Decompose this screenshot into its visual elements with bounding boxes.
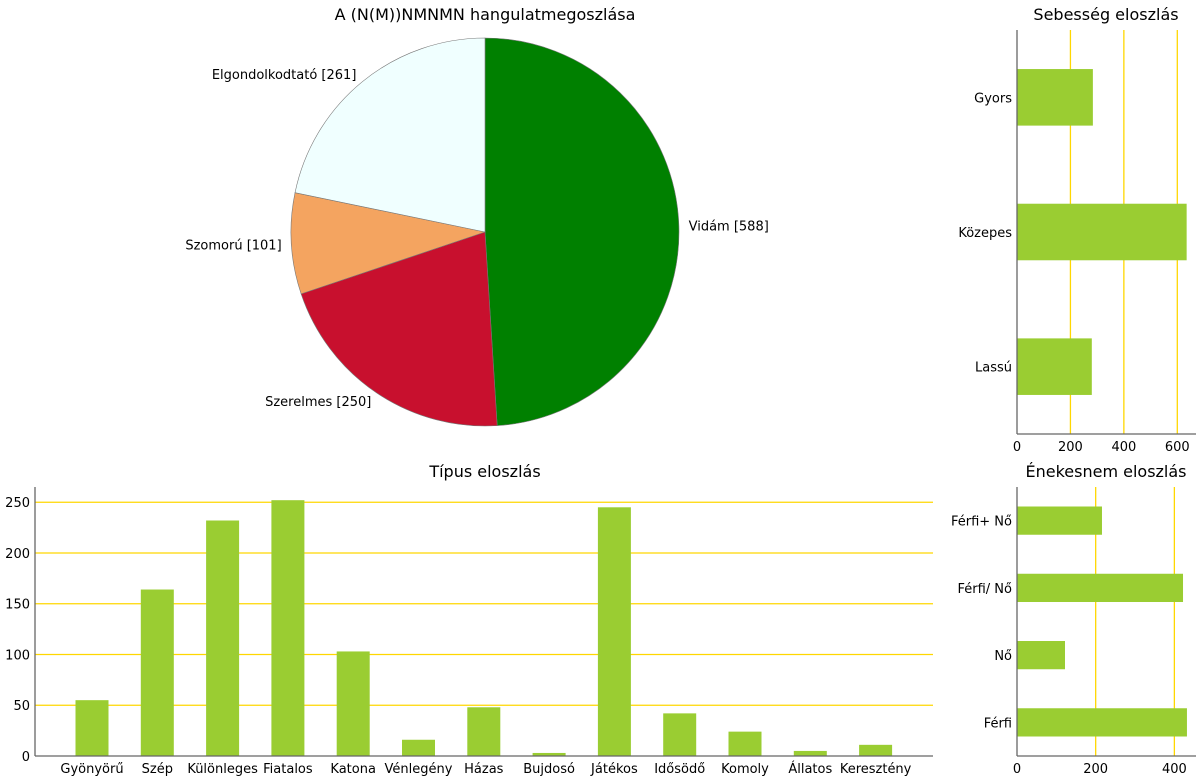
pie-slice-label: Elgondolkodtató [261] — [212, 68, 357, 83]
speed-chart-title: Sebesség eloszlás — [1033, 5, 1178, 24]
bar — [336, 651, 370, 756]
bar — [1017, 338, 1092, 395]
x-tick-label: Bujdosó — [523, 762, 575, 777]
x-tick-label: Játékos — [590, 762, 638, 777]
y-tick-label: 100 — [5, 648, 30, 663]
bar — [1017, 641, 1065, 670]
bar — [532, 752, 566, 756]
bar — [793, 750, 827, 756]
x-tick-label: Fiatalos — [263, 762, 313, 777]
type-bar-chart: 0 50 100 150 200 250 Gyönyörű Szép Különleges Fia… — [5, 487, 933, 777]
x-tick-label: Idősödő — [654, 762, 705, 777]
y-tick-label: 50 — [13, 699, 30, 714]
x-tick-label: 400 — [1162, 762, 1187, 777]
bar — [75, 700, 109, 756]
x-tick-label: Házas — [464, 762, 504, 777]
x-tick-label: 400 — [1111, 440, 1136, 455]
y-tick-label: 200 — [5, 547, 30, 562]
pie-slice — [484, 37, 680, 426]
bar — [1017, 708, 1187, 737]
y-tick-label: Lassú — [975, 361, 1012, 376]
pie-slice-label: Szerelmes [250] — [265, 395, 371, 410]
bar — [663, 713, 697, 756]
pie-slice — [294, 37, 486, 233]
bar — [597, 507, 631, 756]
x-tick-label: Katona — [330, 762, 376, 777]
bar — [206, 520, 240, 756]
pie-slice-label: Vidám [588] — [689, 220, 769, 235]
y-tick-label: Férfi/ Nő — [958, 582, 1013, 597]
x-tick-label: Különleges — [187, 762, 258, 777]
x-tick-label: Komoly — [721, 762, 769, 777]
pie-slice-label: Szomorú [101] — [185, 238, 281, 253]
mood-pie-chart: Vidám [588] Szerelmes [250] Szomorú [101] E… — [185, 37, 769, 427]
x-tick-label: 0 — [1013, 762, 1021, 777]
bar — [1017, 203, 1187, 261]
singer-bar-chart: 0 200 400 Férfi+ Nő Férfi/ Nő Nő Férfi — [951, 487, 1196, 777]
x-tick-label: Gyönyörű — [60, 762, 123, 777]
speed-bar-chart: 0 200 400 600 Gyors Közepes Lassú — [958, 30, 1196, 455]
bar — [728, 731, 762, 756]
x-tick-label: 600 — [1165, 440, 1190, 455]
y-tick-label: 150 — [5, 598, 30, 613]
bar — [271, 500, 305, 756]
bar — [1017, 69, 1093, 126]
x-tick-label: 200 — [1083, 762, 1108, 777]
pie-slice — [290, 192, 487, 295]
singer-chart-title: Énekesnem eloszlás — [1025, 462, 1186, 481]
y-tick-label: Férfi+ Nő — [951, 515, 1012, 530]
x-tick-label: 0 — [1013, 440, 1021, 455]
x-tick-label: Állatos — [788, 761, 832, 777]
x-tick-label: Vénlegény — [385, 762, 453, 777]
x-tick-label: Szép — [142, 762, 173, 777]
bar — [1017, 573, 1184, 602]
bar — [467, 707, 501, 756]
type-chart-title: Típus eloszlás — [428, 462, 540, 481]
bar — [140, 589, 174, 756]
bar — [859, 744, 893, 756]
y-tick-label: Gyors — [974, 91, 1012, 106]
bar — [402, 739, 435, 756]
x-tick-label: Keresztény — [840, 762, 912, 777]
pie-title: A (N(M))NMNMN hangulatmegoszlása — [335, 5, 636, 24]
y-tick-label: Nő — [994, 649, 1012, 664]
y-tick-label: Közepes — [958, 226, 1012, 241]
bar — [1017, 506, 1102, 535]
pie-slice — [300, 231, 498, 427]
y-tick-label: 250 — [5, 496, 30, 511]
x-tick-label: 200 — [1058, 440, 1083, 455]
y-tick-label: 0 — [22, 750, 30, 765]
y-tick-label: Férfi — [984, 716, 1012, 731]
